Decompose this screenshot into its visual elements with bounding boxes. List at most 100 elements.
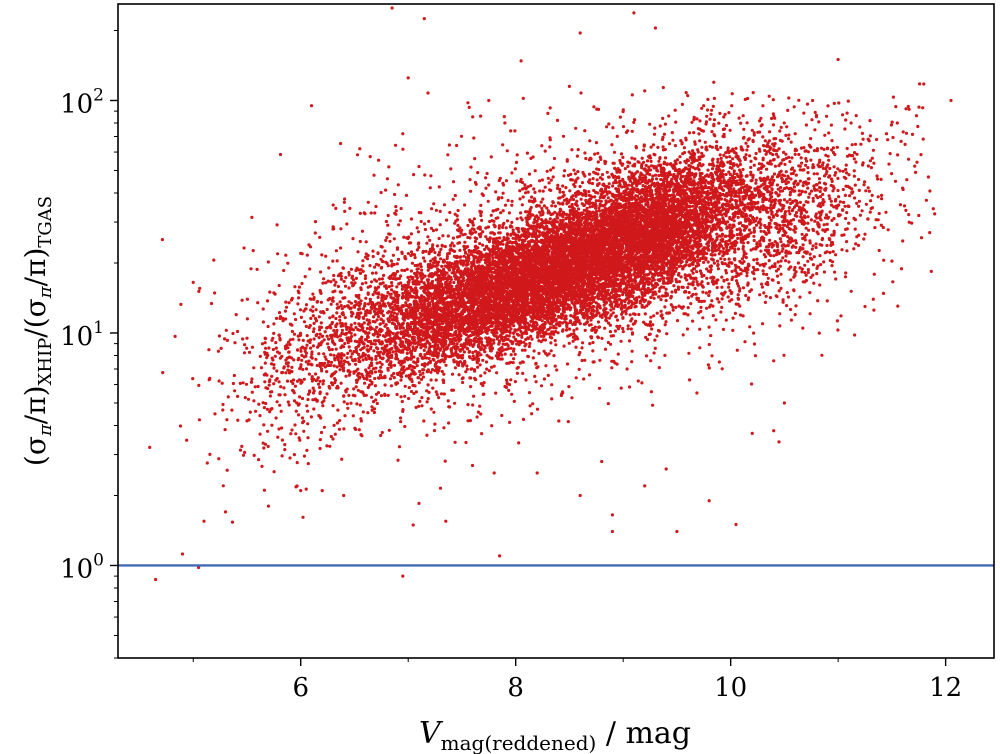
data-point: [548, 217, 552, 221]
data-point: [456, 356, 460, 360]
data-point: [507, 240, 511, 244]
data-point: [435, 244, 440, 248]
data-point: [499, 247, 503, 251]
data-point: [442, 372, 446, 376]
data-point: [407, 396, 411, 401]
data-point: [422, 348, 426, 352]
data-point: [457, 363, 461, 367]
data-point: [530, 337, 534, 341]
data-point: [391, 321, 395, 325]
data-point: [372, 349, 376, 353]
data-point: [512, 335, 516, 339]
data-point: [417, 381, 421, 385]
data-point: [505, 219, 510, 223]
data-point: [392, 376, 396, 380]
data-point: [447, 343, 451, 347]
data-point: [607, 292, 611, 297]
data-point: [501, 242, 505, 246]
data-point: [502, 236, 506, 240]
data-point: [481, 358, 485, 362]
data-point: [470, 367, 474, 371]
data-point: [500, 353, 504, 357]
data-point: [403, 384, 407, 388]
data-point: [462, 350, 466, 354]
data-point: [465, 364, 469, 368]
data-point: [433, 250, 437, 255]
data-point: [379, 365, 383, 369]
data-point: [376, 295, 380, 299]
data-point: [505, 232, 510, 236]
data-point: [464, 281, 468, 285]
data-point: [388, 333, 392, 337]
data-point: [448, 405, 452, 409]
data-point: [529, 205, 533, 210]
data-point: [580, 181, 585, 185]
data-point: [479, 353, 483, 357]
data-point: [503, 352, 507, 356]
data-point: [505, 378, 509, 382]
data-points: [148, 6, 953, 582]
data-point: [549, 349, 553, 353]
data-point: [444, 346, 448, 351]
data-point: [516, 321, 520, 325]
data-point: [471, 223, 475, 227]
data-point: [379, 394, 384, 398]
data-point: [390, 281, 394, 285]
data-point: [478, 242, 482, 246]
data-point: [513, 352, 517, 356]
data-point: [350, 314, 354, 318]
data-point: [504, 226, 508, 230]
data-point: [511, 228, 515, 232]
data-point: [487, 369, 491, 373]
data-point: [560, 321, 565, 325]
data-point: [404, 301, 408, 305]
data-point: [505, 334, 509, 338]
data-point: [444, 363, 448, 367]
data-point: [478, 314, 482, 318]
data-point: [540, 319, 544, 323]
data-point: [505, 347, 509, 351]
data-point: [523, 348, 527, 352]
data-point: [377, 277, 382, 281]
data-point: [461, 353, 465, 357]
data-point: [556, 300, 560, 304]
data-point: [489, 231, 493, 235]
data-point: [331, 404, 335, 408]
data-point: [509, 353, 513, 357]
data-point: [440, 264, 444, 268]
data-point: [517, 238, 521, 242]
data-point: [540, 206, 544, 210]
data-point: [547, 327, 551, 331]
data-point: [468, 236, 472, 240]
data-point: [485, 367, 489, 371]
data-point: [463, 240, 467, 244]
data-point: [524, 191, 528, 195]
data-point: [404, 374, 408, 378]
data-point: [481, 243, 485, 247]
data-point: [554, 343, 558, 347]
data-point: [501, 225, 505, 229]
data-point: [456, 353, 460, 357]
data-point: [488, 281, 492, 285]
data-point: [403, 394, 407, 398]
data-point: [554, 326, 558, 330]
data-point: [392, 363, 397, 367]
data-point: [500, 306, 504, 310]
data-point: [317, 336, 321, 340]
data-point: [492, 285, 496, 289]
data-point: [391, 253, 395, 257]
data-point: [391, 350, 395, 354]
data-point: [509, 224, 513, 228]
data-point: [530, 316, 534, 320]
data-point: [399, 395, 403, 399]
data-point: [509, 346, 513, 350]
data-point: [491, 256, 495, 260]
data-point: [453, 366, 457, 370]
data-point: [420, 294, 424, 298]
data-point: [515, 342, 519, 346]
data-point: [454, 287, 459, 291]
data-point: [492, 341, 496, 345]
data-point: [448, 340, 453, 344]
data-point: [389, 384, 394, 388]
